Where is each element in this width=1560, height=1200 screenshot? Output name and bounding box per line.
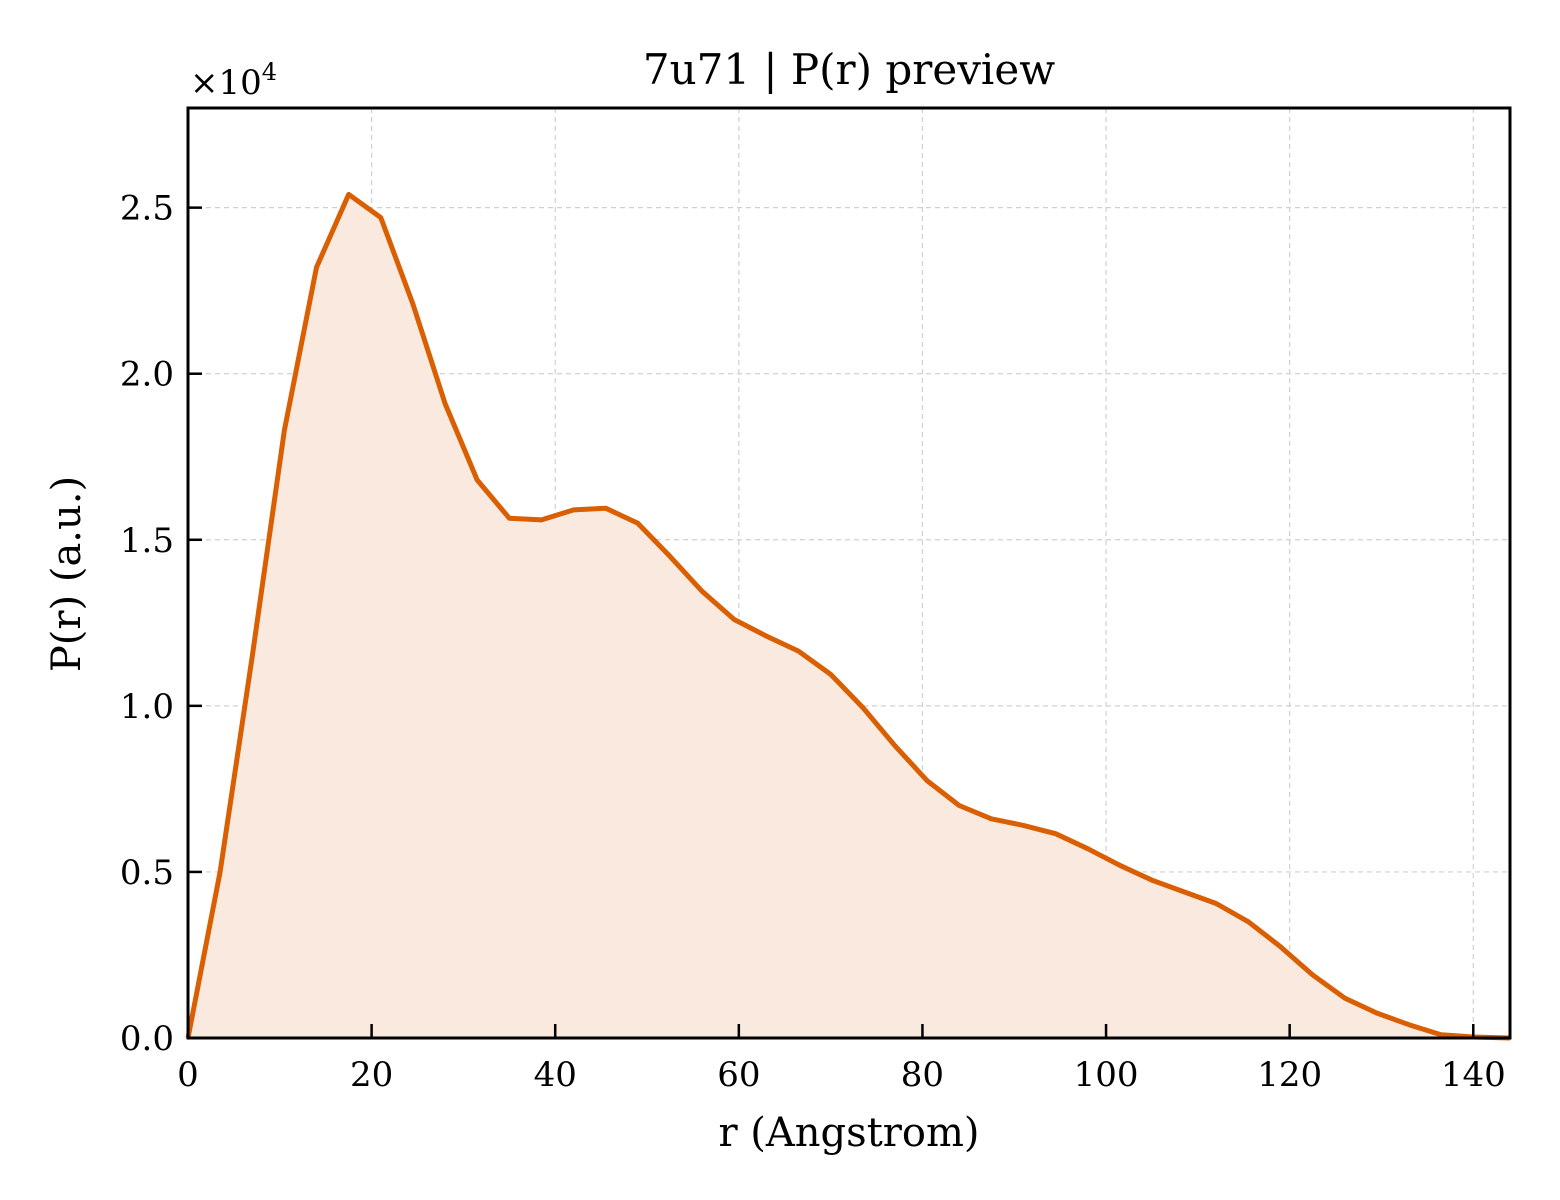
- y-axis-label: P(r) (a.u.): [44, 476, 90, 672]
- x-tick-label: 100: [1074, 1055, 1139, 1095]
- tick-labels: 0 20 40 60 80 100 120 140 0.0 0.5 1.0 1.5 2.0 2.5: [120, 189, 1506, 1095]
- x-tick-label: 40: [534, 1055, 577, 1095]
- axis-ticks: [186, 206, 1475, 1040]
- y-tick-label: 2.0: [120, 355, 174, 395]
- x-tick-label: 60: [717, 1055, 760, 1095]
- x-tick-label: 80: [901, 1055, 944, 1095]
- y-tick-label: 2.5: [120, 189, 174, 229]
- x-axis-label: r (Angstrom): [718, 1110, 979, 1156]
- plot-frame: [186, 106, 1512, 1040]
- x-tick-label: 20: [350, 1055, 393, 1095]
- x-tick-label: 120: [1257, 1055, 1322, 1095]
- y-tick-label: 0.0: [120, 1019, 174, 1059]
- chart-title: 7u71 | P(r) preview: [643, 45, 1055, 94]
- y-tick-label: 1.0: [120, 687, 174, 727]
- area-fill: [188, 194, 1510, 1038]
- x-tick-label: 140: [1441, 1055, 1506, 1095]
- series-line: [185, 191, 1511, 1041]
- y-axis-multiplier: ×104: [190, 58, 277, 103]
- y-tick-label: 0.5: [120, 853, 174, 893]
- y-tick-label: 1.5: [120, 521, 174, 561]
- x-tick-label: 0: [177, 1055, 199, 1095]
